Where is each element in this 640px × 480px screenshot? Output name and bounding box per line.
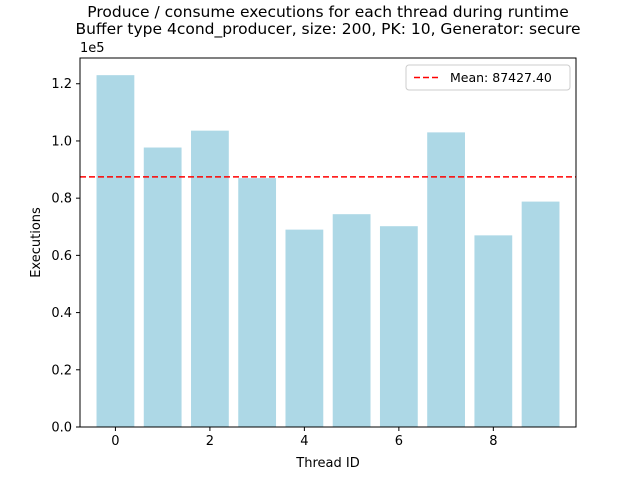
chart-title-line-2: Buffer type 4cond_producer, size: 200, P… [75,20,580,39]
bar-thread-6 [379,226,418,427]
bar-thread-5 [332,214,371,427]
y-tick-label: 0.6 [51,249,72,264]
y-tick-label: 1.0 [51,134,72,149]
bar-thread-7 [427,132,465,428]
bar-thread-0 [96,75,135,428]
legend-mean-label: Mean: 87427.40 [450,70,552,85]
legend-box [405,64,571,91]
x-axis-label: Thread ID [295,456,359,471]
x-tick-label: 8 [489,434,497,449]
y-tick-label: 1.2 [51,77,72,92]
y-tick-label: 0.2 [51,363,72,378]
chart-title-line-1: Produce / consume executions for each th… [87,3,568,21]
legend: Mean: 87427.40 [405,64,571,91]
y-tick-label: 0.4 [51,306,72,321]
plot-frame [79,57,577,428]
y-tick-label: 0.8 [51,192,72,207]
bar-thread-2 [191,130,229,427]
bar-thread-3 [238,178,277,427]
y-tick-label: 0.0 [51,421,72,436]
x-tick-label: 0 [111,434,119,449]
bars-group [96,75,560,428]
y-axis-label: Executions [29,207,44,278]
bar-thread-1 [143,147,182,427]
x-axis-ticks: 0 2 4 6 8 [111,427,497,449]
bar-thread-9 [521,201,560,427]
bar-thread-4 [285,229,324,427]
x-tick-label: 6 [395,434,403,449]
x-tick-label: 2 [206,434,214,449]
x-tick-label: 4 [300,434,308,449]
y-axis-multiplier: 1e5 [80,41,105,56]
bar-thread-8 [474,235,513,427]
y-axis-ticks: 0.0 0.2 0.4 0.6 0.8 1.0 1.2 [51,77,80,436]
